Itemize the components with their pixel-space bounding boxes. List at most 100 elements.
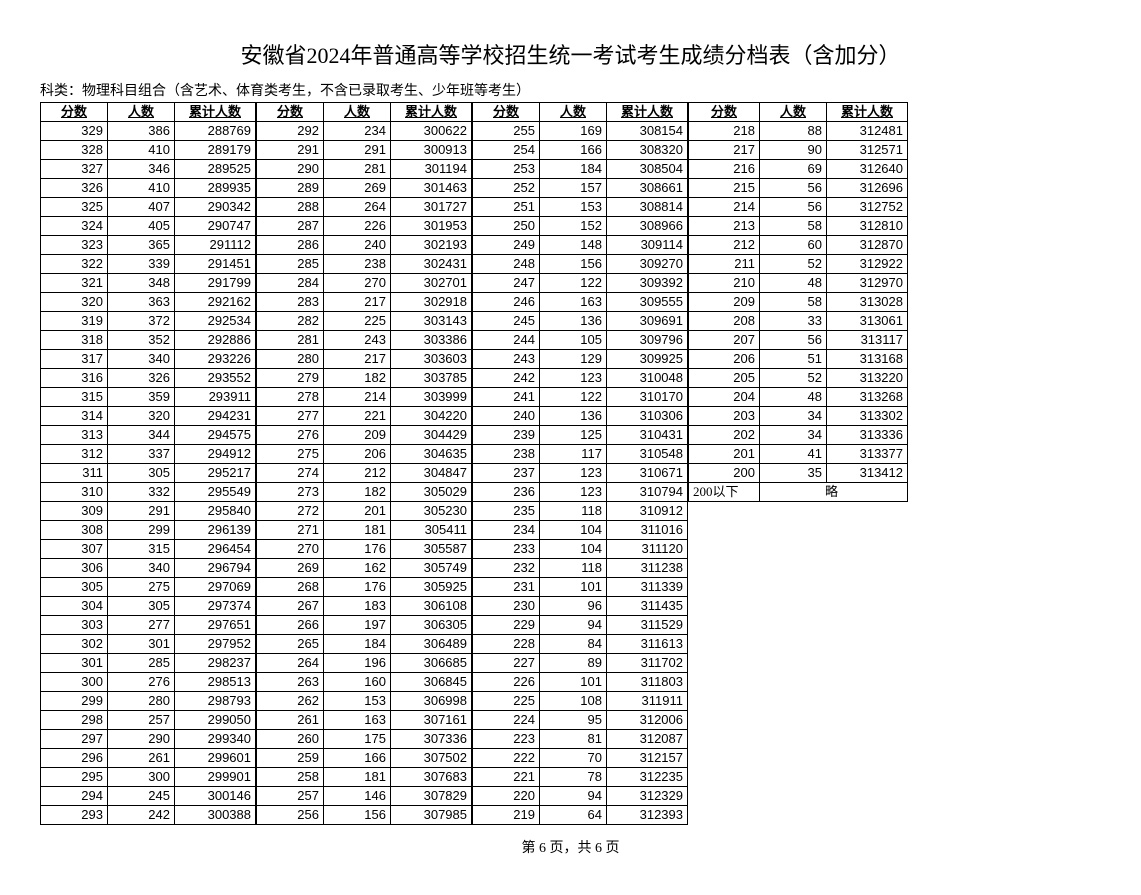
cell-count: 340 (108, 350, 175, 369)
cell-count: 340 (108, 559, 175, 578)
cell-cum: 310431 (607, 426, 688, 445)
cell-cum: 303386 (391, 331, 472, 350)
cell-count: 326 (108, 369, 175, 388)
cell-cum: 309691 (607, 312, 688, 331)
cell-score: 276 (257, 426, 324, 445)
table-row: 279182303785 (257, 369, 472, 388)
table-row: 235118310912 (473, 502, 688, 521)
cell-score: 327 (41, 160, 108, 179)
cell-cum: 298793 (175, 692, 256, 711)
table-row: 322339291451 (41, 255, 256, 274)
table-row: 21669312640 (689, 160, 908, 179)
cell-count: 101 (540, 578, 607, 597)
cell-score: 246 (473, 293, 540, 312)
table-row: 260175307336 (257, 730, 472, 749)
cell-cum: 313377 (827, 445, 908, 464)
cell-count: 315 (108, 540, 175, 559)
cell-count: 33 (760, 312, 827, 331)
cell-cum: 302431 (391, 255, 472, 274)
cell-count: 305 (108, 597, 175, 616)
cell-count: 264 (324, 198, 391, 217)
cell-cum: 311016 (607, 521, 688, 540)
cell-count: 301 (108, 635, 175, 654)
cell-cum: 312752 (827, 198, 908, 217)
cell-count: 118 (540, 502, 607, 521)
table-row: 270176305587 (257, 540, 472, 559)
cell-count: 153 (540, 198, 607, 217)
table-row: 281243303386 (257, 331, 472, 350)
cell-count: 125 (540, 426, 607, 445)
cell-score: 227 (473, 654, 540, 673)
cell-count: 238 (324, 255, 391, 274)
cell-score: 314 (41, 407, 108, 426)
table-row: 324405290747 (41, 217, 256, 236)
cell-score: 270 (257, 540, 324, 559)
cell-score: 328 (41, 141, 108, 160)
cell-count: 300 (108, 768, 175, 787)
table-row: 273182305029 (257, 483, 472, 502)
cell-count: 270 (324, 274, 391, 293)
cell-cum: 313061 (827, 312, 908, 331)
cell-cum: 306305 (391, 616, 472, 635)
cell-count: 181 (324, 521, 391, 540)
cell-score: 305 (41, 578, 108, 597)
cell-cum: 304429 (391, 426, 472, 445)
table-row: 267183306108 (257, 597, 472, 616)
cell-count: 56 (760, 198, 827, 217)
cell-cum: 313117 (827, 331, 908, 350)
table-row: 301285298237 (41, 654, 256, 673)
cell-cum: 313268 (827, 388, 908, 407)
cell-score: 320 (41, 293, 108, 312)
cell-count: 123 (540, 464, 607, 483)
cell-count: 123 (540, 483, 607, 502)
cell-score: 249 (473, 236, 540, 255)
table-row: 20651313168 (689, 350, 908, 369)
cell-count: 386 (108, 122, 175, 141)
cell-cum: 302701 (391, 274, 472, 293)
cell-score: 216 (689, 160, 760, 179)
table-row-tail: 200以下略 (689, 483, 908, 502)
cell-cum: 310912 (607, 502, 688, 521)
cell-count: 280 (108, 692, 175, 711)
table-row: 22495312006 (473, 711, 688, 730)
table-row: 226101311803 (473, 673, 688, 692)
subject-line: 科类：物理科目组合（含艺术、体育类考生，不含已录取考生、少年班等考生） (40, 80, 1101, 100)
cell-cum: 294912 (175, 445, 256, 464)
score-subtable: 分数人数累计人数21888312481217903125712166931264… (688, 102, 908, 502)
cell-count: 277 (108, 616, 175, 635)
cell-count: 84 (540, 635, 607, 654)
cell-score: 269 (257, 559, 324, 578)
cell-count: 78 (540, 768, 607, 787)
cell-cum: 306489 (391, 635, 472, 654)
cell-count: 337 (108, 445, 175, 464)
cell-cum: 302918 (391, 293, 472, 312)
table-row: 312337294912 (41, 445, 256, 464)
table-row: 233104311120 (473, 540, 688, 559)
cell-count: 332 (108, 483, 175, 502)
table-row: 22270312157 (473, 749, 688, 768)
cell-count: 221 (324, 407, 391, 426)
cell-cum: 311120 (607, 540, 688, 559)
cell-score: 245 (473, 312, 540, 331)
cell-cum: 301953 (391, 217, 472, 236)
cell-count: 108 (540, 692, 607, 711)
cell-score: 315 (41, 388, 108, 407)
cell-score: 253 (473, 160, 540, 179)
table-row: 329386288769 (41, 122, 256, 141)
cell-cum: 307683 (391, 768, 472, 787)
table-row: 263160306845 (257, 673, 472, 692)
table-row: 20756313117 (689, 331, 908, 350)
table-row: 319372292534 (41, 312, 256, 331)
table-row: 305275297069 (41, 578, 256, 597)
cell-score: 250 (473, 217, 540, 236)
cell-count: 276 (108, 673, 175, 692)
cell-score: 205 (689, 369, 760, 388)
cell-score: 207 (689, 331, 760, 350)
cell-score: 285 (257, 255, 324, 274)
table-row: 314320294231 (41, 407, 256, 426)
cell-count: 291 (324, 141, 391, 160)
cell-cum: 300146 (175, 787, 256, 806)
cell-cum: 296454 (175, 540, 256, 559)
cell-count: 217 (324, 350, 391, 369)
cell-count: 148 (540, 236, 607, 255)
